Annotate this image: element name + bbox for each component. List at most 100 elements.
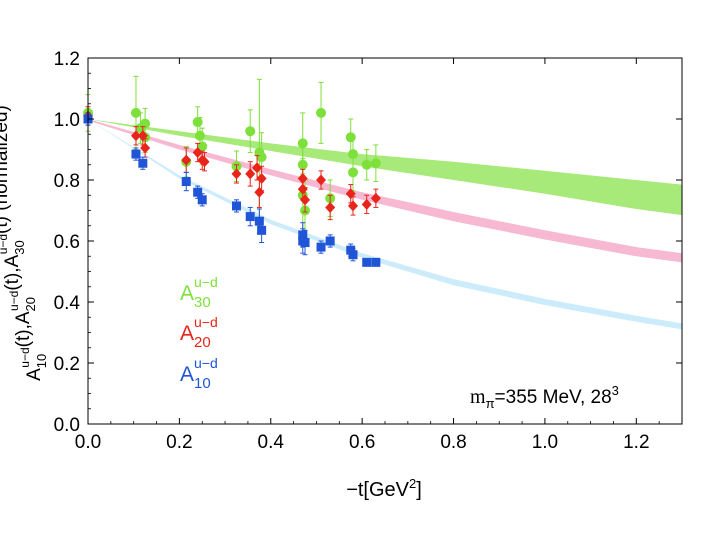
marker-circle [348,167,359,178]
point-a30 [370,144,381,183]
marker-square [346,245,356,255]
y-tick-label: 0.6 [54,232,80,253]
marker-square [362,257,372,267]
marker-circle [130,107,141,118]
point-a10 [131,147,141,161]
marker-diamond [325,201,336,213]
marker-circle [197,141,208,152]
marker-square [257,225,267,235]
marker-square [232,201,241,211]
legend-a20: Au−d 20 [180,314,218,351]
point-a20 [245,161,256,187]
point-a30 [245,109,256,154]
point-a10 [193,185,203,199]
marker-diamond [300,194,311,206]
marker-diamond [348,200,359,212]
x-tick-label: 1.0 [532,432,558,453]
band-a30 [88,119,682,216]
y-tick-label: 1.2 [54,49,80,70]
x-tick-label: 1.2 [623,432,649,453]
fit-bands [88,119,682,330]
point-a10 [325,234,335,248]
point-a10 [232,199,241,213]
y-tick-label: 1.0 [54,110,80,131]
marker-circle [192,117,203,128]
legend-a10: Au−d 10 [180,355,218,392]
marker-square [197,195,207,205]
x-axis-label: −t[GeV2] [346,476,422,501]
point-a20 [252,155,263,181]
point-a20 [300,187,311,213]
y-axis-label: A10u−d(t),A20u−d(t),A30u−d(t) (normalize… [0,105,49,381]
point-a20 [231,164,242,184]
point-a20 [361,194,372,215]
point-a20 [348,196,359,216]
point-a20 [297,168,308,189]
x-tick-label: 0.8 [440,432,466,453]
marker-diamond [181,154,192,166]
marker-circle [361,159,372,170]
marker-diamond [140,142,151,154]
point-a10 [245,206,255,227]
point-a10 [181,171,191,192]
legend-a30: Au−d 30 [180,274,218,311]
point-a20 [325,194,336,221]
point-a20 [199,152,210,172]
point-a20 [256,165,267,192]
series-a20 [83,106,381,221]
marker-circle [245,126,256,137]
point-a20 [130,126,141,146]
point-a10 [257,217,267,244]
y-tick-label: 0.2 [54,354,80,375]
point-a10 [316,240,326,254]
marker-diamond [316,174,327,186]
marker-square [193,187,203,197]
marker-diamond [370,192,381,204]
marker-diamond [130,130,141,142]
y-tick-label: 0.8 [54,171,80,192]
x-tick-label: 0.0 [75,432,101,453]
point-a10 [138,156,148,170]
point-a10 [348,248,358,262]
series-a10 [83,112,381,267]
marker-circle [316,107,327,118]
marker-square [254,216,264,226]
marker-square [325,236,335,246]
point-a30 [316,81,327,144]
marker-square [181,177,191,187]
point-a20 [370,188,381,208]
data-points [83,75,381,267]
point-a20 [316,170,327,190]
axes: 0.0 0.2 0.4 0.6 0.8 1.0 1.2 0.0 0.2 0.4 0.6 0.8 1.0 1… [54,49,682,453]
marker-diamond [231,168,242,180]
marker-square [131,149,141,159]
x-tick-label: 0.4 [258,432,285,453]
point-a10 [197,193,207,207]
point-a30 [361,149,372,181]
marker-diamond [252,162,263,174]
marker-square [316,242,326,252]
marker-diamond [297,172,308,184]
marker-circle [256,152,267,163]
y-tick-label: 0.0 [54,415,80,436]
marker-diamond [361,198,372,210]
band-a20 [88,119,682,263]
marker-diamond [256,172,267,184]
marker-circle [194,130,205,141]
annotation-mpi: mπ=355 MeV, 283 [470,383,619,411]
marker-square [300,238,310,248]
marker-diamond [199,156,210,168]
x-tick-label: 0.2 [166,432,192,453]
marker-diamond [192,147,203,159]
marker-square [371,257,381,267]
marker-square [245,212,255,222]
x-tick-label: 0.6 [349,432,375,453]
marker-square [138,158,148,168]
point-a10 [362,257,372,267]
marker-circle [345,132,356,143]
point-a10 [300,229,310,256]
y-tick-label: 0.4 [54,293,81,314]
point-a20 [192,142,203,163]
marker-diamond [245,168,256,180]
